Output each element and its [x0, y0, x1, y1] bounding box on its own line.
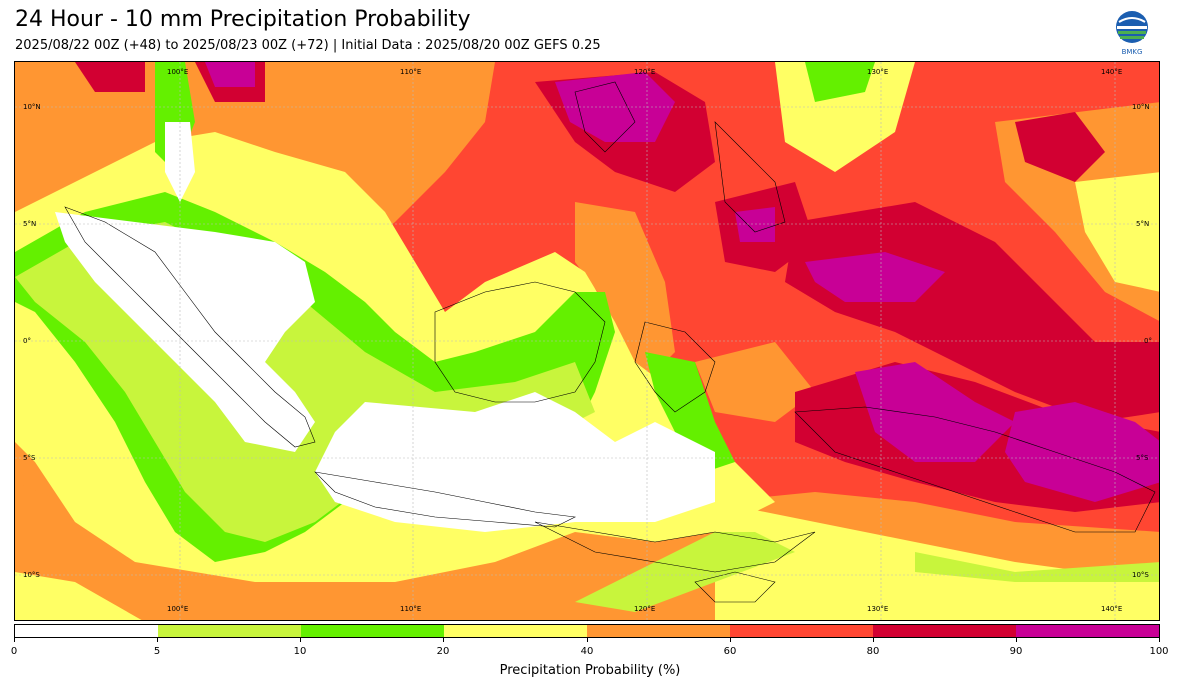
colorbar-tick-label-20: 20	[436, 646, 450, 657]
colorbar-segment-0-5	[15, 625, 158, 637]
lat-label-left-10n: 10°N	[23, 103, 41, 111]
probability-field	[15, 62, 1159, 620]
colorbar-tick	[157, 638, 158, 642]
colorbar-tick	[443, 638, 444, 642]
lon-label-bottom-130: 130°E	[867, 605, 889, 613]
lon-label-bottom-110: 110°E	[400, 605, 422, 613]
colorbar-tick-label-40: 40	[580, 646, 594, 657]
colorbar-tick	[1159, 638, 1160, 642]
bmkg-logo-icon: BMKG	[1116, 11, 1148, 56]
lat-label-left-5n: 5°N	[23, 220, 37, 228]
lon-label-top-130: 130°E	[867, 68, 889, 76]
colorbar-tick	[587, 638, 588, 642]
colorbar-segment-40-60	[587, 625, 730, 637]
colorbar-segment-10-20	[301, 625, 444, 637]
lat-label-right-5n: 5°N	[1136, 220, 1150, 228]
lat-label-right-10s: 10°S	[1132, 571, 1149, 579]
lat-label-left-0: 0°	[23, 337, 31, 345]
colorbar-tick-label-80: 80	[866, 646, 880, 657]
lon-label-top-110: 110°E	[400, 68, 422, 76]
lon-label-bottom-120: 120°E	[634, 605, 656, 613]
colorbar-tick	[1016, 638, 1017, 642]
colorbar-tick	[730, 638, 731, 642]
lon-label-bottom-100: 100°E	[167, 605, 189, 613]
precipitation-map: 100°E 110°E 120°E 130°E 140°E 100°E 110°…	[14, 61, 1160, 621]
lat-label-left-5s: 5°S	[23, 454, 36, 462]
chart-subtitle: 2025/08/22 00Z (+48) to 2025/08/23 00Z (…	[15, 38, 601, 53]
colorbar	[14, 624, 1160, 638]
colorbar-segment-20-40	[444, 625, 587, 637]
colorbar-tick	[14, 638, 15, 642]
lon-label-top-100: 100°E	[167, 68, 189, 76]
bmkg-logo: BMKG	[1113, 10, 1151, 56]
lat-label-left-10s: 10°S	[23, 571, 40, 579]
logo-lettering: BMKG	[1122, 48, 1143, 56]
lon-label-top-140: 140°E	[1101, 68, 1123, 76]
lat-label-right-10n: 10°N	[1132, 103, 1150, 111]
colorbar-tick-label-10: 10	[293, 646, 307, 657]
lon-label-top-120: 120°E	[634, 68, 656, 76]
colorbar-tick-label-5: 5	[153, 646, 161, 657]
lat-label-right-0: 0°	[1144, 337, 1152, 345]
colorbar-segment-5-10	[158, 625, 301, 637]
colorbar-tick	[873, 638, 874, 642]
colorbar-title: Precipitation Probability (%)	[499, 663, 681, 678]
colorbar-tick-label-0: 0	[10, 646, 18, 657]
colorbar-tick	[300, 638, 301, 642]
lat-label-right-5s: 5°S	[1136, 454, 1149, 462]
lon-label-bottom-140: 140°E	[1101, 605, 1123, 613]
colorbar-segment-90-100	[1016, 625, 1159, 637]
colorbar-tick-label-90: 90	[1009, 646, 1023, 657]
colorbar-tick-label-100: 100	[1149, 646, 1169, 657]
chart-title: 24 Hour - 10 mm Precipitation Probabilit…	[15, 7, 471, 32]
colorbar-segment-60-80	[730, 625, 873, 637]
colorbar-segment-80-90	[873, 625, 1016, 637]
colorbar-tick-label-60: 60	[723, 646, 737, 657]
